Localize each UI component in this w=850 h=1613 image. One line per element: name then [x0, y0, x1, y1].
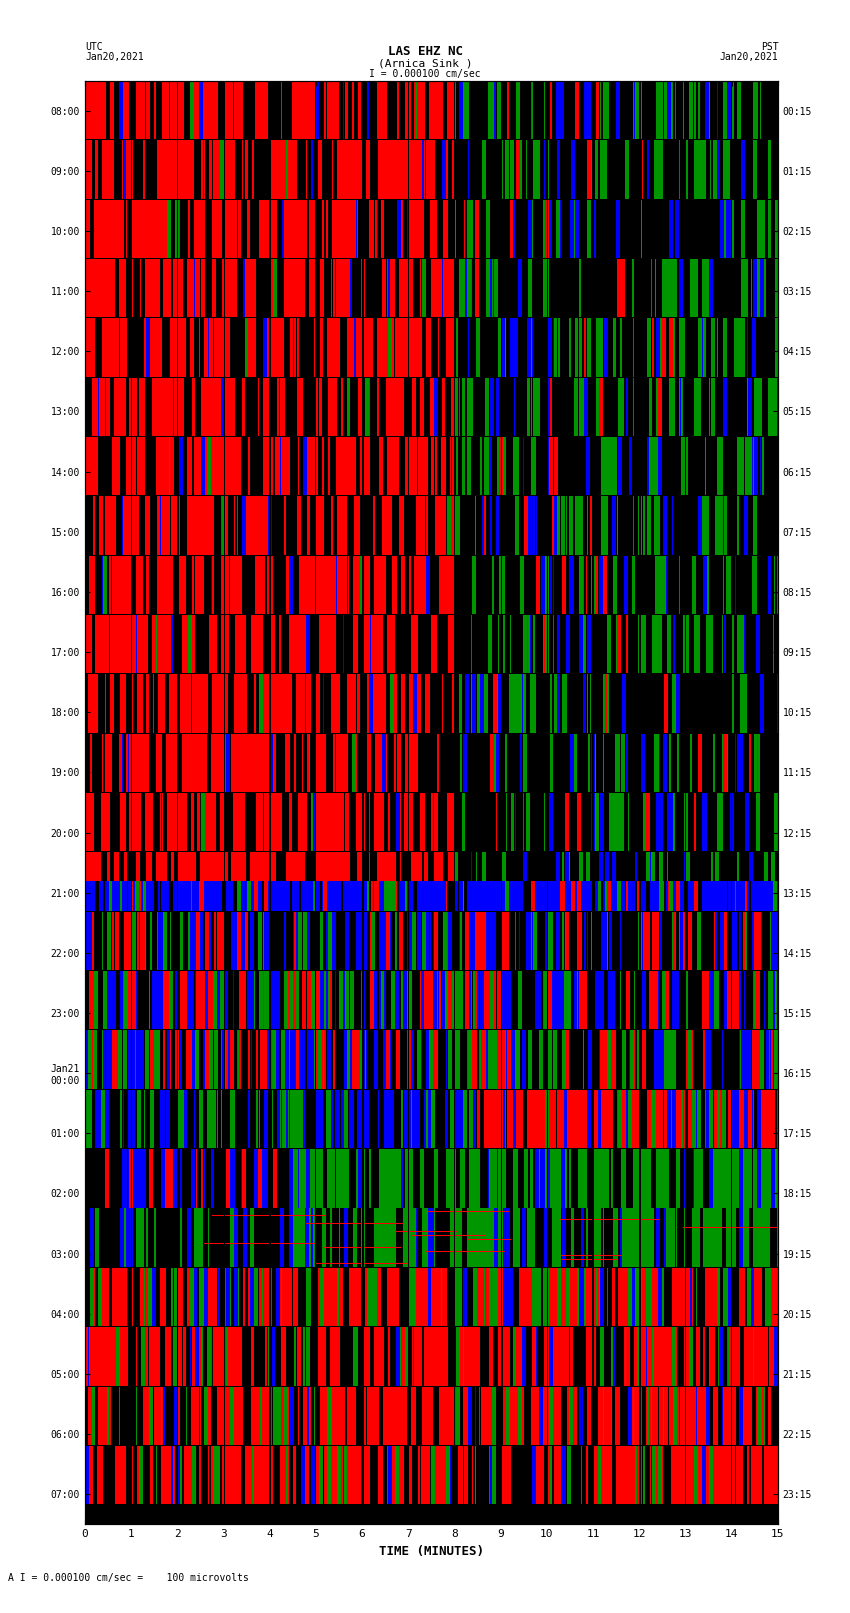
Text: Jan20,2021: Jan20,2021 — [85, 52, 144, 61]
X-axis label: TIME (MINUTES): TIME (MINUTES) — [379, 1545, 484, 1558]
Text: I = 0.000100 cm/sec: I = 0.000100 cm/sec — [369, 69, 481, 79]
Text: Jan20,2021: Jan20,2021 — [720, 52, 779, 61]
Text: PST: PST — [761, 42, 779, 52]
Text: UTC: UTC — [85, 42, 103, 52]
Text: A I = 0.000100 cm/sec =    100 microvolts: A I = 0.000100 cm/sec = 100 microvolts — [8, 1573, 249, 1582]
Text: (Arnica Sink ): (Arnica Sink ) — [377, 58, 473, 68]
Text: LAS EHZ NC: LAS EHZ NC — [388, 45, 462, 58]
